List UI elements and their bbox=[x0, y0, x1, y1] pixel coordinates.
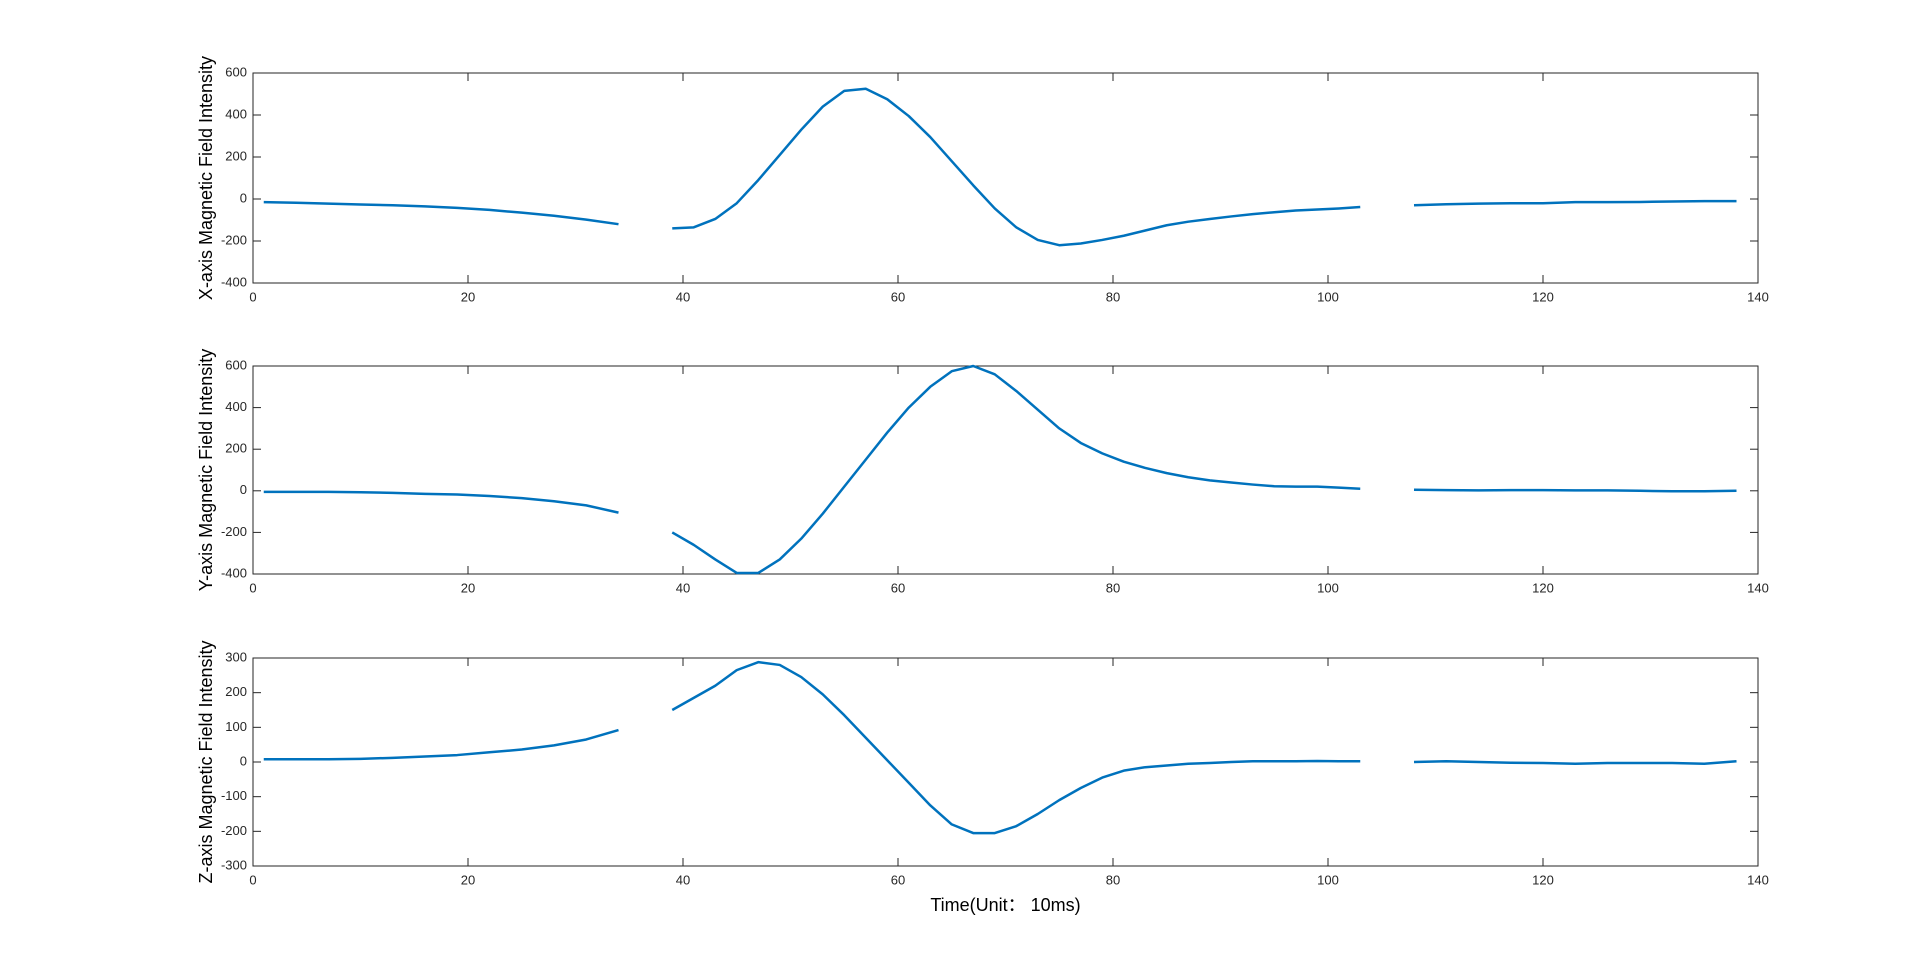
x-tick-label: 60 bbox=[891, 580, 905, 595]
y-tick-label: 100 bbox=[225, 719, 247, 734]
x-tick-label: 0 bbox=[249, 289, 256, 304]
y-tick-label: 600 bbox=[225, 64, 247, 79]
x-tick-label: 100 bbox=[1317, 289, 1339, 304]
y-tick-label: -200 bbox=[221, 524, 247, 539]
x-tick-label: 80 bbox=[1106, 872, 1120, 887]
y-tick-label: 0 bbox=[240, 753, 247, 768]
data-line bbox=[263, 87, 1737, 247]
y-tick-label: -200 bbox=[221, 232, 247, 247]
x-tick-label: 140 bbox=[1747, 580, 1769, 595]
x-tick-label: 100 bbox=[1317, 872, 1339, 887]
y-tick-label: 200 bbox=[225, 684, 247, 699]
axes-box bbox=[252, 365, 1759, 575]
x-tick-label: 120 bbox=[1532, 289, 1554, 304]
y-tick-label: 300 bbox=[225, 649, 247, 664]
x-tick-label: 140 bbox=[1747, 289, 1769, 304]
y-tick-label: 0 bbox=[240, 190, 247, 205]
x-tick-label: 60 bbox=[891, 289, 905, 304]
x-tick-label: 120 bbox=[1532, 580, 1554, 595]
y-axis-label: Z-axis Magnetic Field Intensity bbox=[196, 640, 216, 883]
x-tick-label: 140 bbox=[1747, 872, 1769, 887]
x-tick-label: 20 bbox=[461, 580, 475, 595]
y-tick-label: -200 bbox=[221, 823, 247, 838]
x-tick-label: 0 bbox=[249, 580, 256, 595]
x-axis-label: Time(Unit： 10ms) bbox=[930, 895, 1080, 915]
x-tick-label: 40 bbox=[676, 872, 690, 887]
y-tick-label: -300 bbox=[221, 857, 247, 872]
x-tick-label: 80 bbox=[1106, 580, 1120, 595]
y-tick-label: 200 bbox=[225, 148, 247, 163]
y-tick-label: -400 bbox=[221, 565, 247, 580]
y-tick-label: 0 bbox=[240, 482, 247, 497]
y-tick-label: 400 bbox=[225, 399, 247, 414]
y-tick-label: 200 bbox=[225, 441, 247, 456]
y-tick-label: 600 bbox=[225, 357, 247, 372]
x-tick-label: 20 bbox=[461, 289, 475, 304]
x-tick-label: 0 bbox=[249, 872, 256, 887]
y-tick-label: -100 bbox=[221, 788, 247, 803]
x-tick-label: 40 bbox=[676, 580, 690, 595]
x-tick-label: 20 bbox=[461, 872, 475, 887]
y-axis-label: X-axis Magnetic Field Intensity bbox=[196, 56, 216, 300]
y-tick-label: 400 bbox=[225, 106, 247, 121]
axes-box bbox=[252, 72, 1759, 284]
y-axis-label: Y-axis Magnetic Field Intensity bbox=[196, 349, 216, 591]
y-tick-label: -400 bbox=[221, 274, 247, 289]
data-line bbox=[263, 364, 1737, 575]
x-tick-label: 40 bbox=[676, 289, 690, 304]
data-line bbox=[263, 660, 1737, 835]
x-tick-label: 60 bbox=[891, 872, 905, 887]
x-tick-label: 100 bbox=[1317, 580, 1339, 595]
x-tick-label: 120 bbox=[1532, 872, 1554, 887]
x-tick-label: 80 bbox=[1106, 289, 1120, 304]
